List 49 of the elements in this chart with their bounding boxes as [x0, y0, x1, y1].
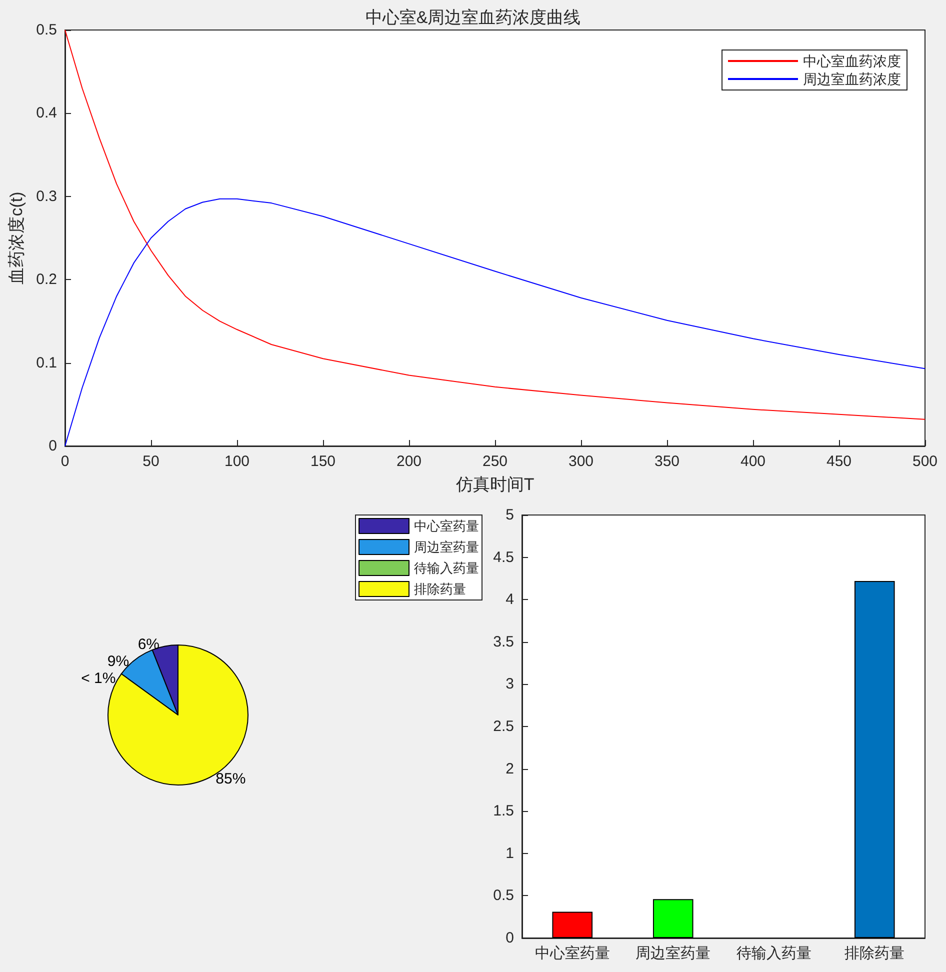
y-tick-label: 3: [506, 676, 514, 693]
legend-label: 待输入药量: [414, 560, 479, 576]
y-tick-label: 1.5: [493, 802, 514, 820]
x-tick-label: 100: [224, 453, 250, 470]
x-tick-label: 待输入药量: [736, 945, 812, 962]
data-label: 9%: [107, 652, 130, 670]
x-tick-label: 150: [310, 453, 336, 470]
y-tick-label: 1: [506, 844, 514, 862]
y-tick-label: 4: [506, 591, 514, 608]
data-label: 6%: [138, 636, 160, 653]
text: < 1%: [81, 670, 116, 687]
bar: [552, 912, 593, 938]
y-tick-label: 0.5: [493, 887, 514, 904]
x-tick-label: 中心室药量: [534, 945, 610, 962]
legend-label: 中心室药量: [414, 518, 479, 534]
x-tick-label: 350: [654, 453, 680, 470]
legend-label: 周边室药量: [414, 540, 479, 554]
x-tick-label: 50: [142, 453, 160, 470]
y-tick-label: 3.5: [493, 633, 514, 650]
legend-label: 周边室血药浓度: [803, 71, 901, 87]
x-tick-label: 450: [826, 453, 852, 470]
y-tick-label: 2.5: [493, 718, 514, 735]
legend-label: 排除药量: [414, 582, 466, 596]
y-tick-label: 0: [48, 438, 57, 454]
x-tick-label: 周边室药量: [636, 945, 711, 962]
x-tick-label: 200: [396, 453, 422, 470]
bar: [854, 580, 895, 938]
x-tick-label: 0: [60, 453, 70, 470]
y-tick-label: 0.4: [36, 104, 57, 122]
x-tick-label: 250: [482, 453, 508, 470]
y-tick-label: 5: [506, 506, 514, 524]
x-tick-label: 300: [568, 453, 594, 470]
y-tick-label: 4.5: [493, 548, 514, 566]
y-tick-label: 0.2: [36, 271, 57, 288]
y-tick-label: 0.1: [36, 354, 57, 372]
data-label: 85%: [216, 770, 246, 788]
x-axis-title: 仿真时间T: [454, 475, 534, 494]
chart-title: 中心室&周边室血药浓度曲线: [365, 8, 581, 27]
bar: [652, 899, 694, 938]
y-tick-label: 0.3: [36, 188, 57, 205]
x-tick-label: 排除药量: [844, 945, 905, 962]
y-tick-label: 2: [506, 760, 514, 778]
x-tick-label: 500: [912, 453, 938, 470]
line-series: [64, 30, 926, 420]
legend-label: 中心室血药浓度: [803, 53, 901, 69]
x-tick-label: 400: [740, 453, 766, 470]
y-tick-label: 0.5: [36, 22, 57, 38]
y-tick-label: 0: [506, 930, 514, 946]
y-axis-title: 血药浓度c(t): [7, 192, 26, 284]
